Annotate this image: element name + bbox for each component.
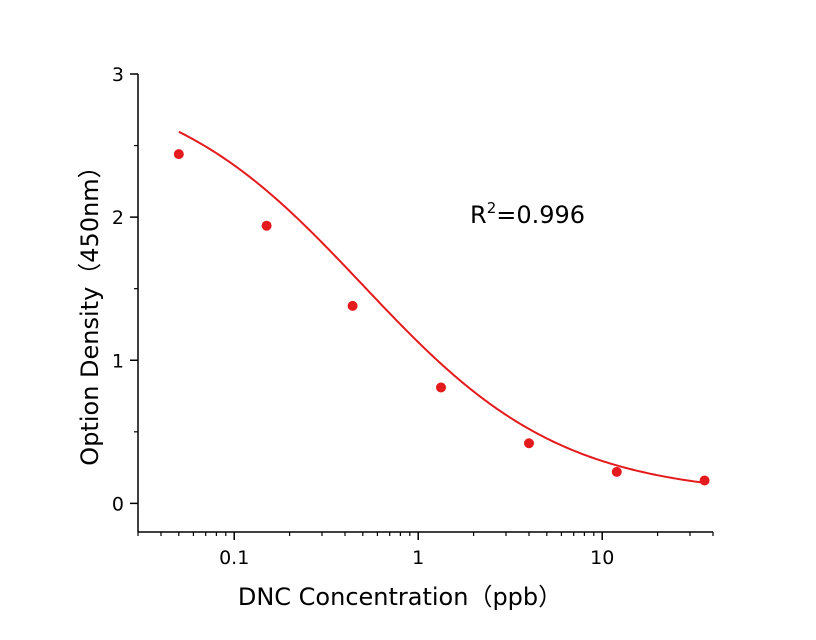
r-squared-annotation: R2=0.996 [470, 199, 585, 229]
x-tick-label: 1 [412, 547, 424, 569]
annotation-base: R [470, 201, 487, 229]
fit-curve [178, 130, 705, 484]
annotation-rest: =0.996 [496, 201, 585, 229]
data-point [436, 382, 447, 393]
y-tick-label: 3 [112, 64, 124, 86]
x-tick-label: 10 [590, 547, 614, 569]
y-tick-label: 0 [112, 493, 124, 515]
data-point [699, 475, 710, 486]
y-tick-label: 1 [112, 350, 124, 372]
y-axis-title: Option Density（450nm） [76, 154, 104, 465]
data-point [347, 300, 358, 311]
data-point [523, 438, 534, 449]
data-points [173, 149, 710, 486]
x-tick-label: 0.1 [219, 547, 249, 569]
data-point [173, 149, 184, 160]
ticks: 0 1 2 3 0.1 1 10 [112, 64, 714, 569]
x-axis-title: DNC Concentration（ppb） [238, 583, 562, 611]
axes [137, 74, 713, 533]
data-point [611, 466, 622, 477]
annotation-sup: 2 [487, 199, 497, 217]
y-tick-label: 2 [112, 207, 124, 229]
data-point [261, 220, 272, 231]
